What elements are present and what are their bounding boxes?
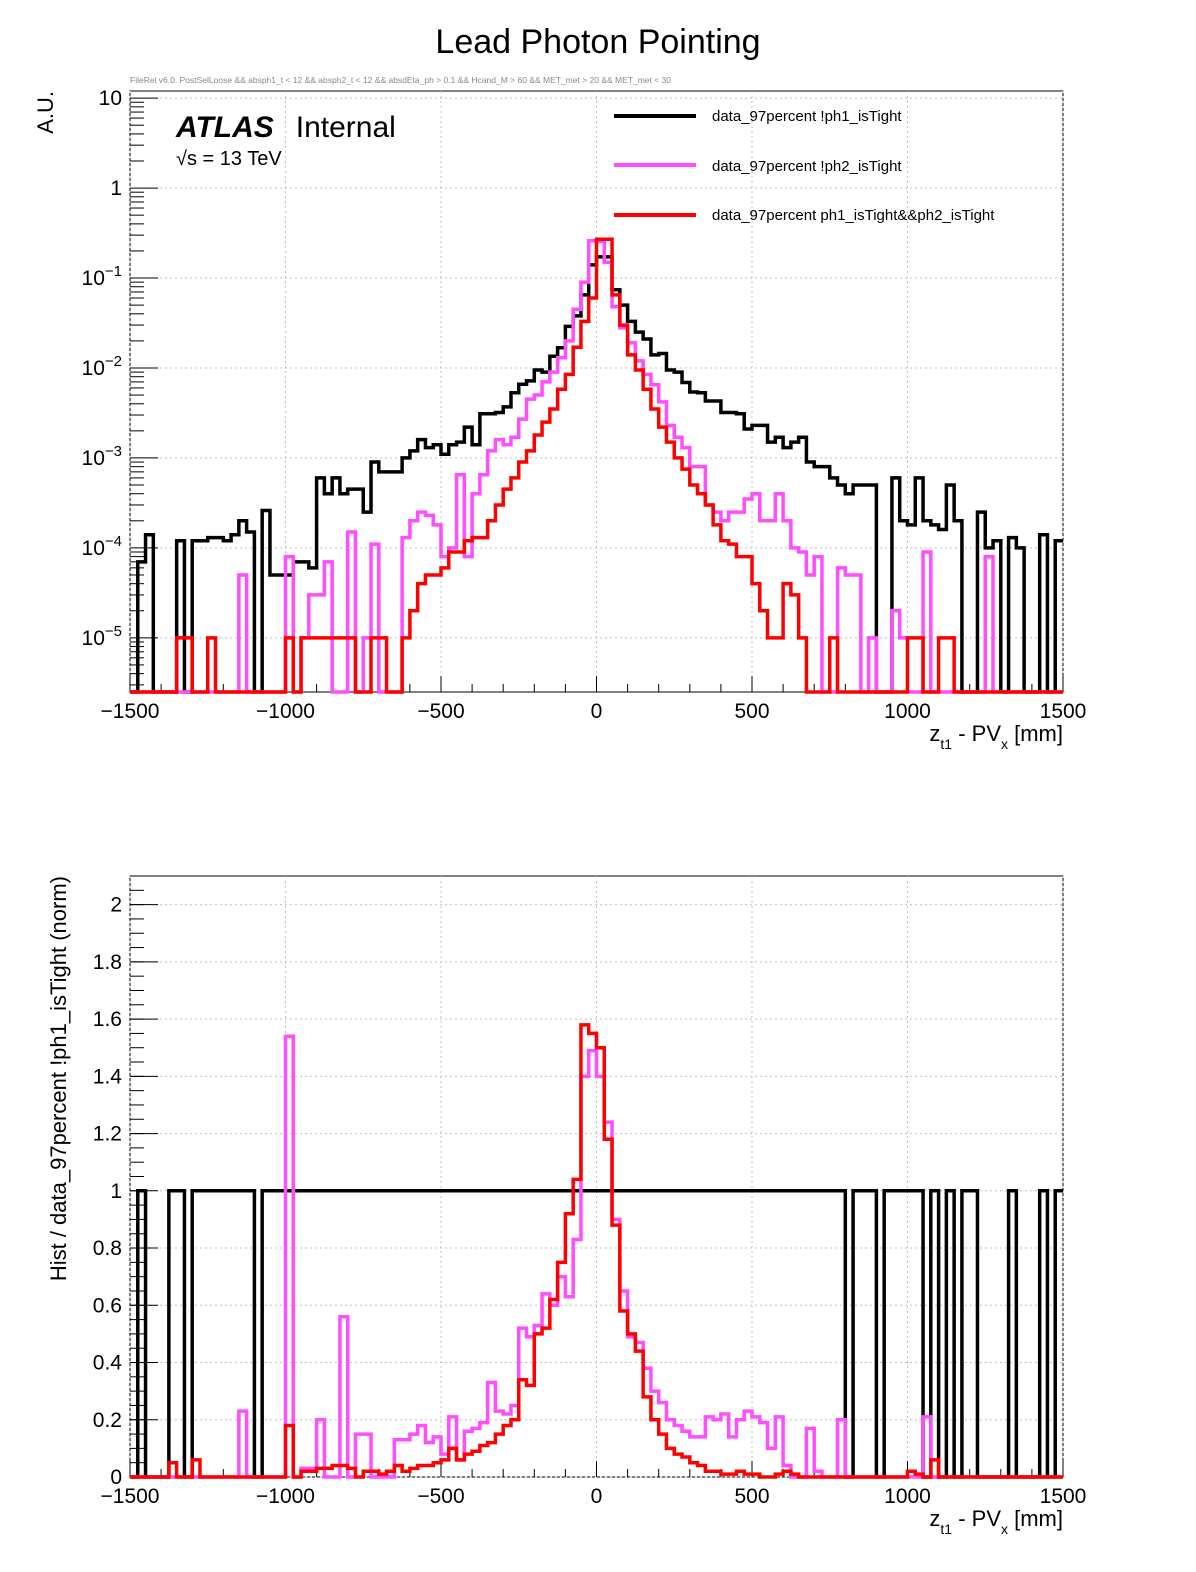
legend-label-series-2: data_97percent !ph2_isTight <box>712 158 902 175</box>
atlas-status: Internal <box>296 111 396 144</box>
y-tick-base: 10 <box>82 447 105 470</box>
y-tick-label: 1 <box>110 177 122 200</box>
bottom-panel: −1500 −1000 −500 0 500 1000 1500 0 0.2 0.4 0.6 0.8… <box>46 875 1087 1537</box>
y-tick-base: 10 <box>82 357 105 380</box>
x-tick-label: 1500 <box>1040 1485 1087 1508</box>
y-tick-label: 0 <box>110 1466 122 1489</box>
bottom-xlabel-end: [mm] <box>1008 1506 1063 1531</box>
series-line-3 <box>130 237 1063 694</box>
y-tick-label: 0.6 <box>93 1294 122 1317</box>
x-tick-label: 0 <box>591 1485 603 1508</box>
legend-label-series-1: data_97percent !ph1_isTight <box>712 108 902 125</box>
x-tick-label: −1500 <box>101 700 160 723</box>
bottom-xlabel-mid: - PV <box>952 1506 1001 1531</box>
y-tick-label: 1.2 <box>93 1123 122 1146</box>
y-tick-label: 10−4 <box>82 533 122 560</box>
series-line-1 <box>130 255 1063 694</box>
y-tick-label: 1.8 <box>93 951 122 974</box>
top-x-tick-labels: −1500 −1000 −500 0 500 1000 1500 <box>101 700 1087 723</box>
legend: data_97percent !ph1_isTight data_97perce… <box>614 108 995 224</box>
y-tick-base: 10 <box>82 267 105 290</box>
x-tick-label: −1000 <box>256 700 315 723</box>
x-tick-label: −1000 <box>256 1485 315 1508</box>
bottom-xlabel-sub2: x <box>1001 1521 1008 1537</box>
atlas-label: ATLAS Internal <box>175 111 396 144</box>
atlas-label-text: ATLAS <box>175 111 274 144</box>
y-tick-label: 1 <box>110 1180 122 1203</box>
y-tick-label: 0.4 <box>93 1352 123 1375</box>
y-tick-exponent: −5 <box>105 623 122 640</box>
x-tick-label: 500 <box>734 700 769 723</box>
y-tick-label: 10−3 <box>82 443 122 470</box>
top-xlabel-sub2: x <box>1001 736 1008 752</box>
bottom-series-group <box>130 1023 1063 1479</box>
bottom-y-axis-label: Hist / data_97percent !ph1_isTight (norm… <box>46 876 71 1281</box>
y-tick-label: 0.8 <box>93 1237 122 1260</box>
x-tick-label: 1500 <box>1040 700 1087 723</box>
top-xlabel-sub1: t1 <box>940 736 952 752</box>
bottom-xlabel-main: z <box>929 1506 940 1531</box>
y-tick-exponent: −1 <box>105 263 122 280</box>
top-series-group <box>130 237 1063 694</box>
bottom-xlabel-sub1: t1 <box>940 1521 952 1537</box>
series-line-2 <box>130 1034 1063 1479</box>
y-tick-exponent: −2 <box>105 353 122 370</box>
y-tick-base: 1 <box>110 177 122 200</box>
y-tick-label: 0.2 <box>93 1409 122 1432</box>
top-xlabel-mid: - PV <box>952 721 1001 746</box>
x-tick-label: 1000 <box>884 700 931 723</box>
top-y-axis-label: A.U. <box>33 91 58 134</box>
x-tick-label: −500 <box>417 700 464 723</box>
y-tick-label: 2 <box>110 894 122 917</box>
energy-label: √s = 13 TeV <box>176 148 282 170</box>
bottom-y-tick-labels: 0 0.2 0.4 0.6 0.8 1 1.2 1.4 1.6 1.8 2 <box>93 894 123 1489</box>
y-tick-label: 10−2 <box>82 353 122 380</box>
cut-string: FileRel v6.0. PostSelLoose && absph1_t <… <box>130 75 671 85</box>
y-tick-exponent: −3 <box>105 443 122 460</box>
top-x-axis-label: zt1 - PVx [mm] <box>929 721 1063 752</box>
top-xlabel-main: z <box>929 721 940 746</box>
y-tick-label: 1.6 <box>93 1008 122 1031</box>
y-tick-base: 10 <box>82 627 105 650</box>
y-tick-label: 10−1 <box>82 263 122 290</box>
bottom-x-tick-labels: −1500 −1000 −500 0 500 1000 1500 <box>101 1485 1087 1508</box>
series-line-3 <box>130 1023 1063 1479</box>
y-tick-base: 10 <box>99 87 122 110</box>
top-panel: −1500 −1000 −500 0 500 1000 1500 10110−110−210… <box>33 87 1086 752</box>
x-tick-label: 1000 <box>884 1485 931 1508</box>
y-tick-label: 10−5 <box>82 623 122 650</box>
y-tick-base: 10 <box>82 537 105 560</box>
y-tick-label: 10 <box>99 87 122 110</box>
x-tick-label: −500 <box>417 1485 464 1508</box>
y-tick-label: 1.4 <box>93 1065 123 1088</box>
y-tick-exponent: −4 <box>105 533 122 550</box>
legend-label-series-3: data_97percent ph1_isTight&&ph2_isTight <box>712 207 995 224</box>
x-tick-label: −1500 <box>101 1485 160 1508</box>
chart-title: Lead Photon Pointing <box>435 23 760 61</box>
bottom-x-axis-label: zt1 - PVx [mm] <box>929 1506 1063 1537</box>
x-tick-label: 0 <box>591 700 603 723</box>
top-ticks <box>129 97 1064 692</box>
series-line-2 <box>130 238 1063 694</box>
x-tick-label: 500 <box>734 1485 769 1508</box>
top-xlabel-end: [mm] <box>1008 721 1063 746</box>
